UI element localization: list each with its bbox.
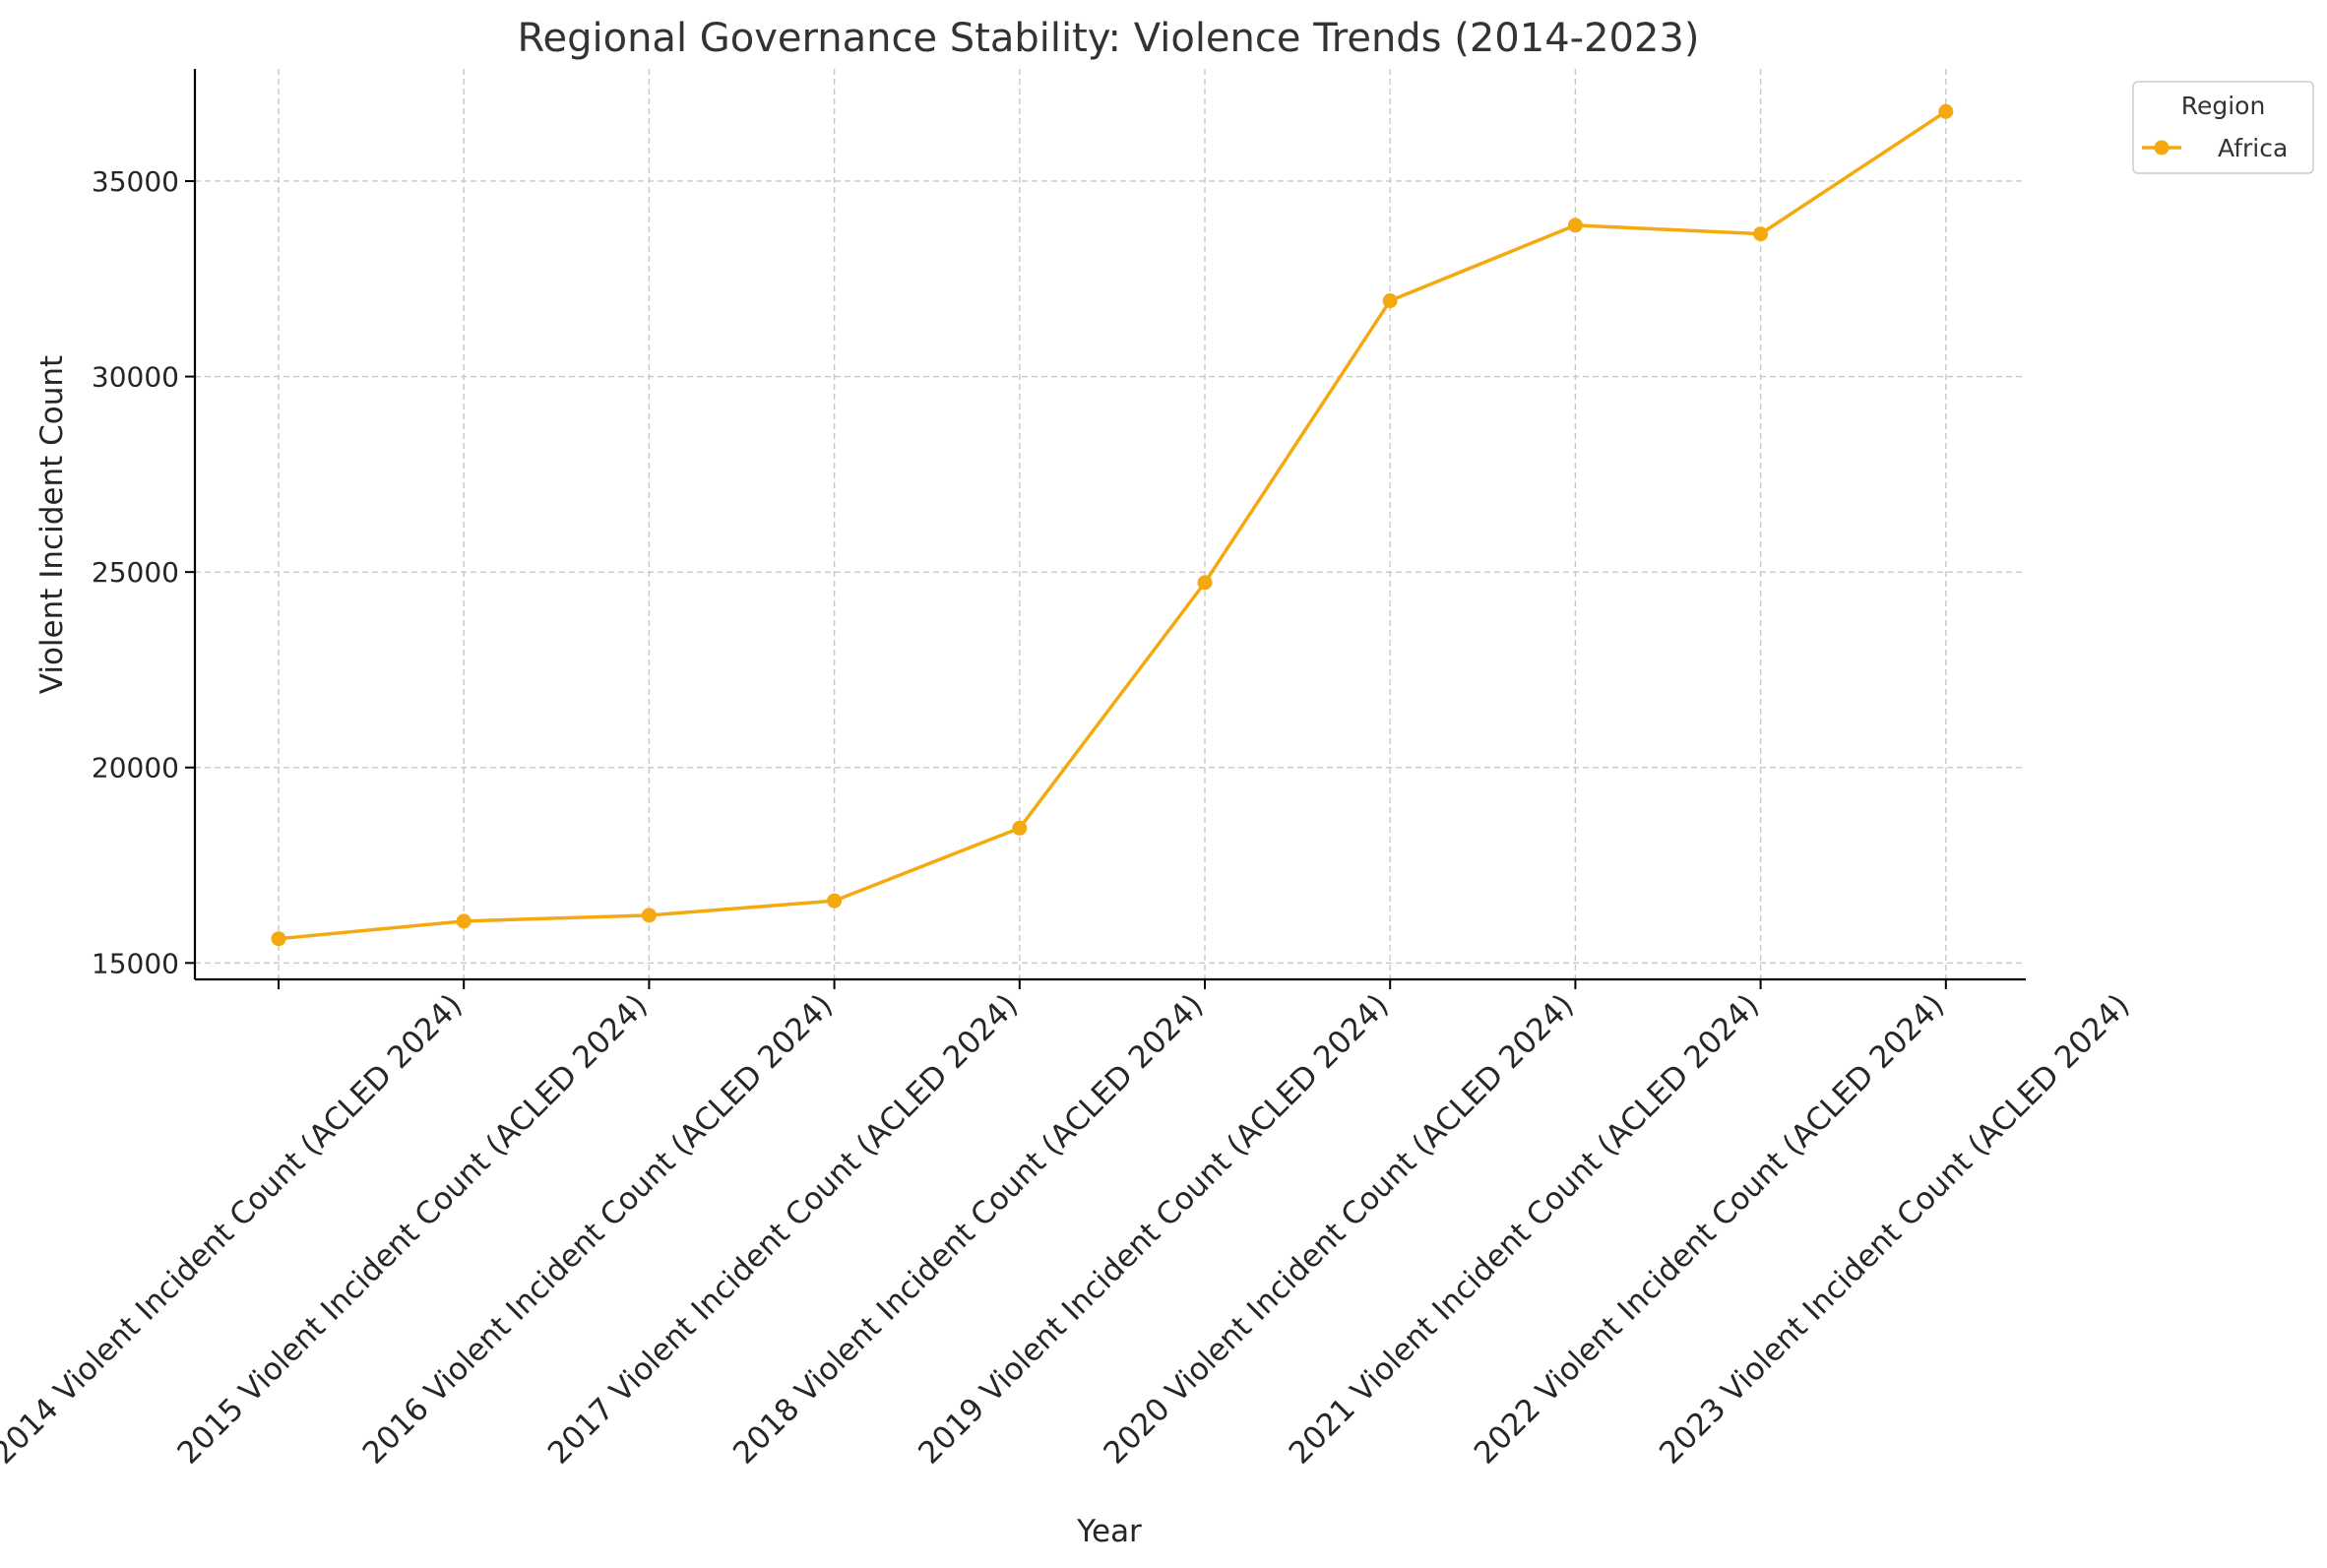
series-layer bbox=[271, 103, 1954, 947]
x-axis-ticks: 2014 Violent Incident Count (ACLED 2024)… bbox=[0, 979, 2136, 1472]
y-tick-label: 35000 bbox=[92, 165, 179, 198]
y-axis-title: Violent Incident Count bbox=[34, 355, 70, 694]
legend-marker bbox=[2154, 140, 2170, 156]
x-axis-title: Year bbox=[1076, 1514, 1142, 1549]
data-point bbox=[456, 913, 472, 929]
data-point bbox=[271, 931, 286, 947]
data-point bbox=[1197, 575, 1213, 591]
data-point bbox=[1753, 226, 1769, 242]
legend-title: Region bbox=[2181, 92, 2266, 120]
data-point bbox=[1938, 103, 1954, 119]
legend: Region Africa bbox=[2132, 81, 2314, 174]
legend-label: Africa bbox=[2218, 134, 2288, 162]
axes bbox=[193, 69, 2026, 981]
y-tick-label: 30000 bbox=[92, 361, 179, 394]
data-point bbox=[1567, 218, 1583, 233]
chart-title: Regional Governance Stability: Violence … bbox=[518, 16, 1700, 61]
series-line-africa bbox=[278, 109, 1947, 941]
y-tick-label: 15000 bbox=[92, 947, 179, 979]
y-tick-label: 25000 bbox=[92, 556, 179, 589]
y-tick-label: 20000 bbox=[92, 752, 179, 784]
legend-box bbox=[2132, 81, 2314, 174]
y-axis-ticks: 15000 20000 25000 30000 35000 bbox=[92, 165, 195, 979]
data-point bbox=[827, 893, 843, 909]
data-point bbox=[1382, 293, 1398, 309]
grid bbox=[195, 69, 2026, 979]
data-point bbox=[1012, 820, 1028, 836]
data-point bbox=[641, 908, 657, 923]
